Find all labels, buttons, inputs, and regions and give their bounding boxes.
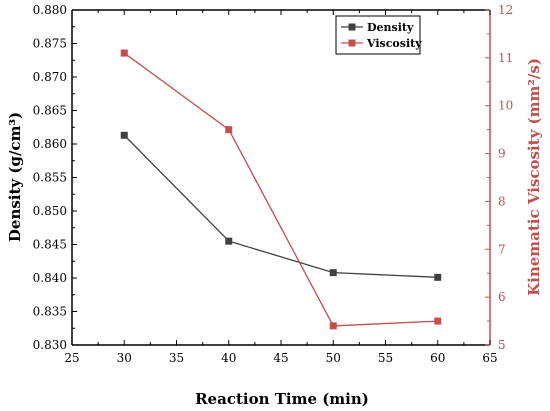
x-tick-label: 30 [117,351,132,365]
y-right-tick-label: 7 [498,242,506,256]
density-data-point [120,131,128,139]
density-series-line [123,134,438,278]
density-data-point [434,273,442,281]
y-left-tick-label: 0.835 [33,305,67,319]
y-left-tick-label: 0.830 [33,338,67,352]
plot-area: 25 30 35 40 45 50 55 60 650.8300.8350.8400.8450.… [33,3,514,365]
legend-viscosity-marker [348,39,356,47]
y-left-axis-title: Density (g/cm³) [6,112,24,242]
y-right-tick-label: 11 [498,51,513,65]
legend-density-label: Density [367,21,414,34]
x-tick-label: 65 [482,351,497,365]
y-left-tick-label: 0.840 [33,271,67,285]
y-left-tick-label: 0.860 [33,137,67,151]
legend-density-marker [348,23,356,31]
density-data-point [329,269,337,277]
y-right-axis-title: Kinematic Viscosity (mm²/s) [525,58,543,296]
viscosity-data-point [329,322,337,330]
y-right-tick-label: 5 [498,338,506,352]
x-tick-label: 25 [64,351,79,365]
viscosity-data-point [434,317,442,325]
x-tick-label: 60 [430,351,445,365]
density-data-point [225,237,233,245]
y-left-tick-label: 0.880 [33,3,67,17]
y-left-tick-label: 0.855 [33,171,67,185]
x-tick-label: 40 [221,351,236,365]
viscosity-series-line [123,52,438,327]
y-right-tick-label: 8 [498,194,506,208]
x-tick-label: 35 [169,351,184,365]
viscosity-data-point [225,126,233,134]
y-left-tick-label: 0.870 [33,70,67,84]
x-axis-title: Reaction Time (min) [195,390,369,408]
y-left-tick-label: 0.875 [33,37,67,51]
y-right-tick-label: 10 [498,99,513,113]
y-left-tick-label: 0.865 [33,104,67,118]
y-left-tick-label: 0.850 [33,204,67,218]
y-right-tick-label: 12 [498,3,513,17]
x-tick-label: 50 [326,351,341,365]
x-tick-label: 45 [273,351,288,365]
y-left-tick-label: 0.845 [33,238,67,252]
legend-viscosity-label: Viscosity [366,37,422,50]
viscosity-data-point [120,49,128,57]
y-right-tick-label: 6 [498,290,506,304]
legend-box [335,15,421,55]
x-tick-label: 55 [378,351,393,365]
y-right-tick-label: 9 [498,147,506,161]
